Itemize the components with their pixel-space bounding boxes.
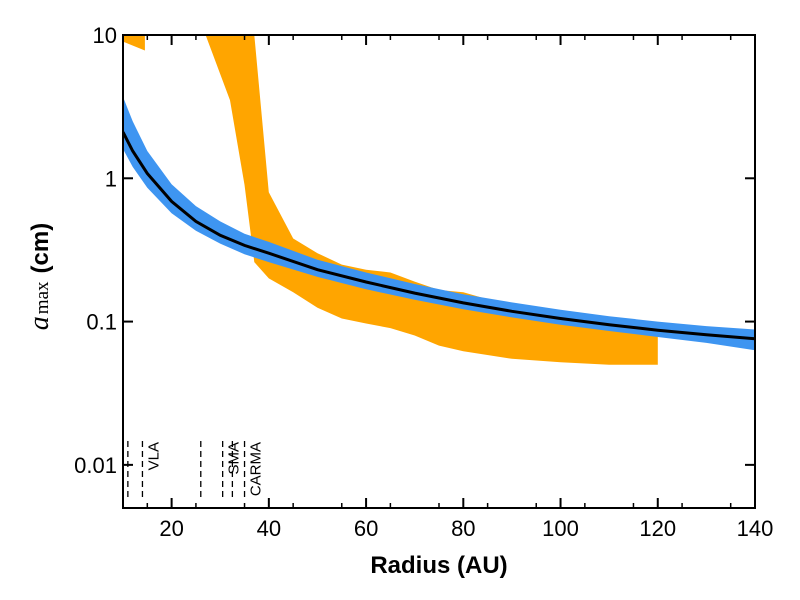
svg-text:amax(cm): a max (cm) xyxy=(24,223,55,330)
x-tick-label: 120 xyxy=(639,516,676,541)
marker-sma-label: SMA xyxy=(226,442,243,475)
y-tick-label: 1 xyxy=(105,166,117,191)
x-tick-label: 40 xyxy=(257,516,281,541)
y-axis-title: a max (cm) xyxy=(24,223,55,330)
marker-carma-label: CARMA xyxy=(248,442,265,496)
y-tick-label: 10 xyxy=(93,23,117,48)
y-axis-symbol: a xyxy=(24,316,55,330)
series-line-model-best-fit xyxy=(123,131,755,341)
x-axis-title: Radius (AU) xyxy=(370,552,507,579)
resolution-markers: VLA SMA CARMA xyxy=(127,441,265,500)
axis-ticks: 20 40 60 80 100 120 140 0.01 0.1 1 10 xyxy=(74,23,773,541)
x-tick-label: 20 xyxy=(159,516,183,541)
band-observational-constraint xyxy=(205,35,658,365)
marker-vla-label: VLA xyxy=(145,442,162,470)
y-axis-unit: (cm) xyxy=(27,223,54,274)
x-tick-label: 100 xyxy=(542,516,579,541)
x-tick-label: 60 xyxy=(354,516,378,541)
band-observational-constraint-inner xyxy=(123,35,145,51)
x-tick-label: 80 xyxy=(451,516,475,541)
x-tick-label: 140 xyxy=(737,516,774,541)
band-model-uncertainty-band xyxy=(123,96,755,351)
y-axis-subscript: max xyxy=(32,281,53,314)
y-tick-label: 0.01 xyxy=(74,453,117,478)
plot-frame xyxy=(122,34,756,509)
y-tick-label: 0.1 xyxy=(86,310,117,335)
plot-area xyxy=(123,35,755,365)
